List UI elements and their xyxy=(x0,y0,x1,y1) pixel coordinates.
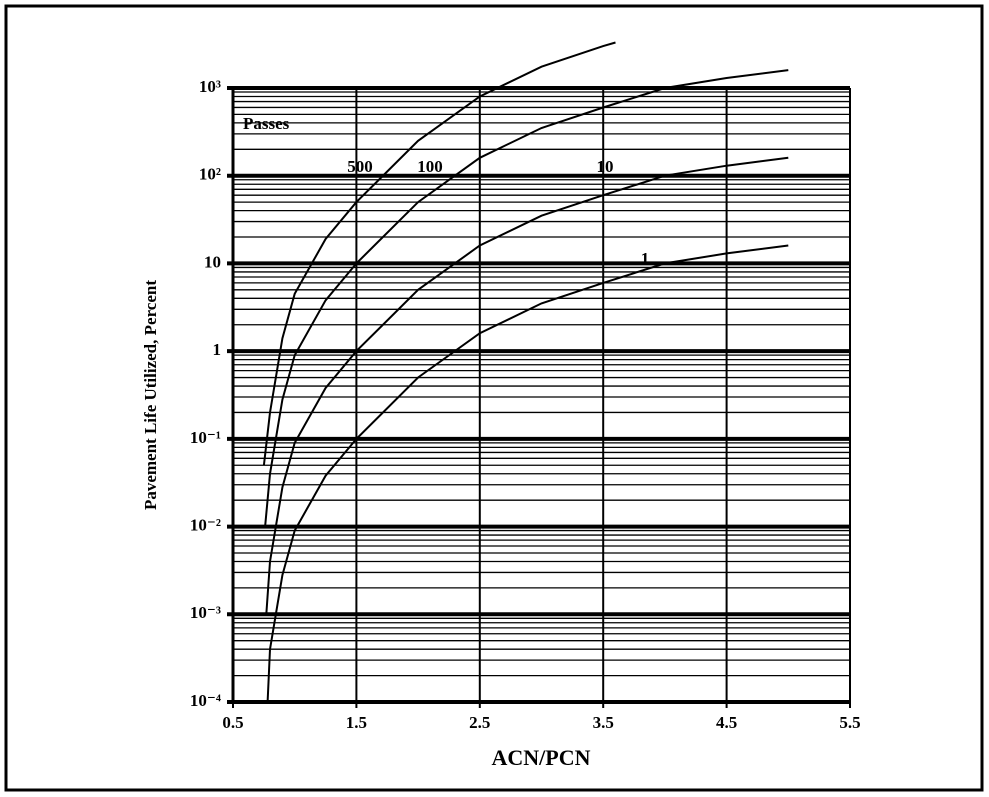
curve-label: 10 xyxy=(597,157,614,176)
curve-label: 100 xyxy=(417,157,443,176)
curve xyxy=(264,69,789,527)
x-tick-label: 4.5 xyxy=(716,713,737,732)
y-tick-label: 10³ xyxy=(199,77,221,96)
x-tick-label: 5.5 xyxy=(839,713,860,732)
curve-label: 500 xyxy=(347,157,373,176)
y-tick-label: 10⁻² xyxy=(190,515,221,534)
y-axis-label: Pavement Life Utilized, Percent xyxy=(141,280,160,510)
y-tick-label: 1 xyxy=(213,340,222,359)
curve xyxy=(262,41,616,466)
x-axis-label: ACN/PCN xyxy=(492,745,591,770)
frame xyxy=(4,4,984,792)
y-tick-label: 10⁻³ xyxy=(190,603,221,622)
x-tick-label: 1.5 xyxy=(346,713,367,732)
x-tick-label: 0.5 xyxy=(222,713,243,732)
curve xyxy=(266,244,789,703)
x-tick-label: 3.5 xyxy=(593,713,614,732)
y-tick-label: 10² xyxy=(199,165,221,184)
y-tick-label: 10⁻¹ xyxy=(190,428,221,447)
x-tick-label: 2.5 xyxy=(469,713,490,732)
curve-label: 1 xyxy=(641,249,650,268)
y-tick-label: 10⁻⁴ xyxy=(190,691,221,710)
curve xyxy=(265,156,789,615)
y-tick-label: 10 xyxy=(204,252,221,271)
